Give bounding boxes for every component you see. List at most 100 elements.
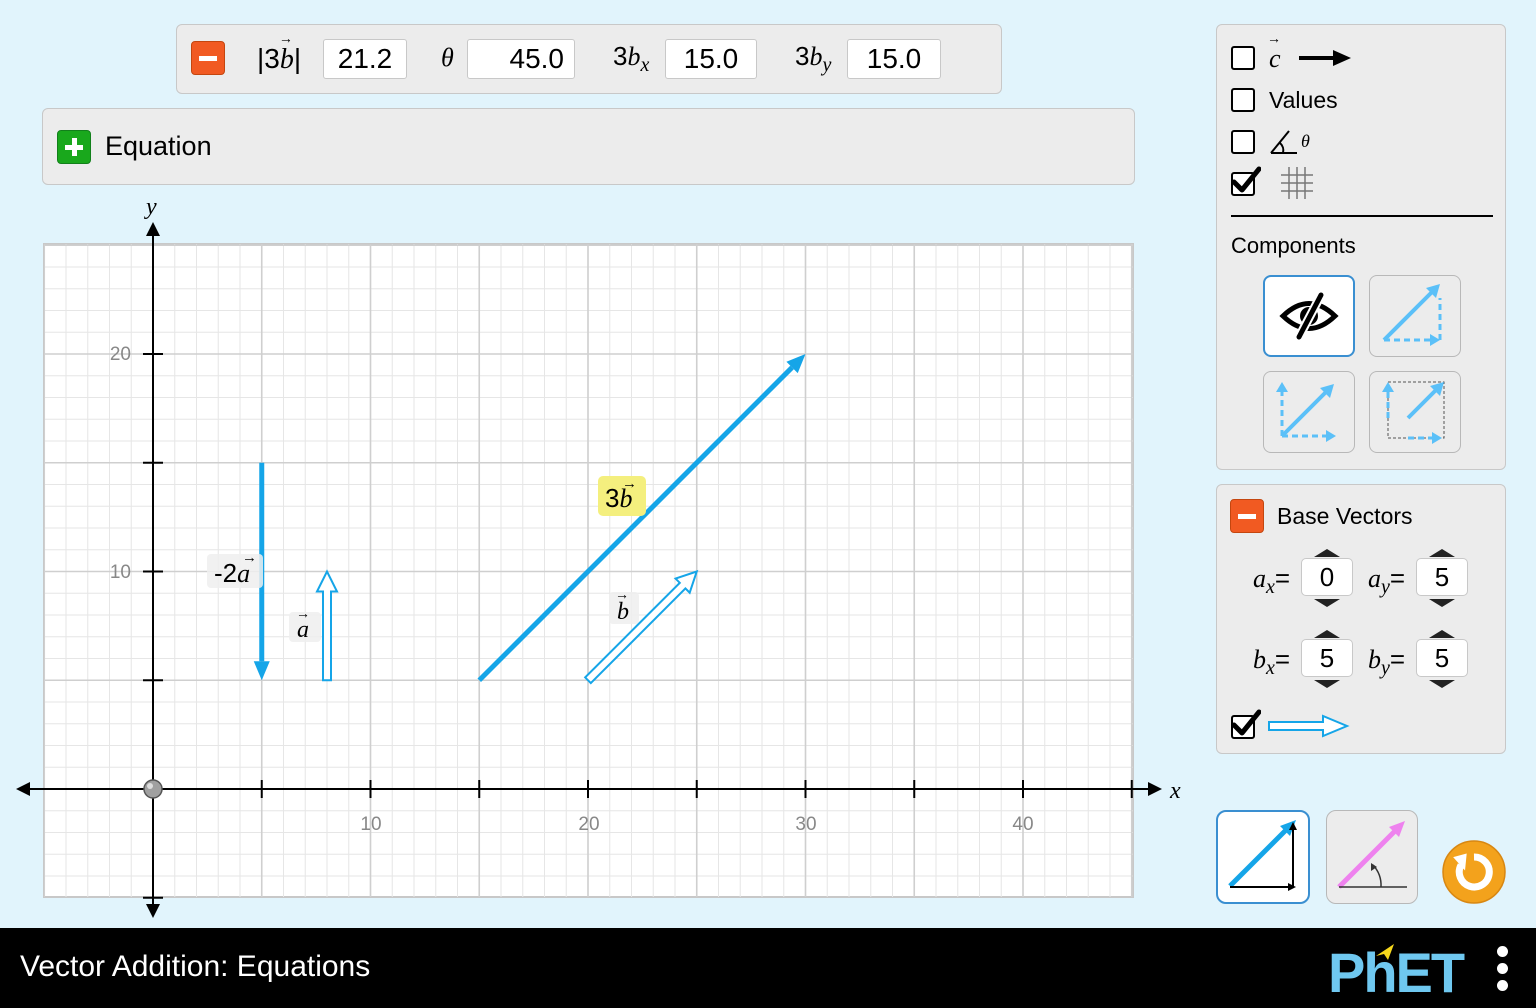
cartesian-mode-button[interactable] <box>1216 810 1310 904</box>
x-component-prefix: 3 <box>613 41 628 71</box>
x-component-value: 15.0 <box>665 39 757 79</box>
by-equals: = <box>1389 644 1406 674</box>
magnitude-label-symbol: b <box>279 44 294 75</box>
ax-increment-button[interactable] <box>1314 549 1340 557</box>
phet-logo-text: PhET <box>1328 941 1465 1004</box>
ay-sub: y <box>1381 576 1390 599</box>
label-neg-2a-prefix: -2 <box>214 558 237 588</box>
base-vectors-visible-checkbox[interactable] <box>1231 709 1261 739</box>
sum-vector-arrow-icon <box>1299 50 1351 66</box>
y-component-value: 15.0 <box>847 39 941 79</box>
base-vectors-panel: Base Vectors ax= 0 ay= 5 bx= 5 by= 5 <box>1216 484 1506 754</box>
reset-icon-arrowhead <box>1453 853 1467 871</box>
reset-button-circle <box>1442 840 1506 904</box>
by-decrement-button[interactable] <box>1429 680 1455 688</box>
x-component-label: 3bx <box>613 41 649 77</box>
components-projection-button[interactable] <box>1369 371 1461 453</box>
sum-vector-symbol: → c <box>1267 32 1281 73</box>
options-divider <box>1231 215 1493 217</box>
grid-checkmark-icon <box>1231 166 1261 193</box>
label-a: a <box>297 617 309 643</box>
ax-value[interactable]: 0 <box>1301 558 1353 596</box>
label-neg-2a-arrow: → <box>242 549 257 566</box>
base-vectors-title: Base Vectors <box>1277 503 1413 529</box>
components-parallelogram-button[interactable] <box>1263 371 1355 453</box>
x-axis-label: x <box>1169 778 1181 804</box>
vector-b[interactable] <box>583 569 699 685</box>
collapse-toolbar-button[interactable] <box>191 41 225 75</box>
vector-3b[interactable] <box>477 354 806 683</box>
vector-b-outline <box>583 569 699 685</box>
bx-value[interactable]: 5 <box>1301 639 1353 677</box>
label-a-arrow: → <box>296 605 310 621</box>
polar-vector-icon <box>1337 821 1407 889</box>
ay-label: ay= <box>1368 563 1405 599</box>
label-3b-bg <box>598 476 646 516</box>
x-tick-label-40: 40 <box>1012 814 1033 835</box>
components-triangle-icon <box>1382 284 1442 346</box>
by-increment-button[interactable] <box>1429 630 1455 638</box>
label-neg-2a-bg <box>207 554 263 588</box>
grid-checkbox[interactable] <box>1231 166 1261 196</box>
eye-slash-icon <box>1279 292 1339 340</box>
components-axis-icon <box>1276 382 1336 442</box>
ax-sub: x <box>1266 576 1275 599</box>
by-value[interactable]: 5 <box>1416 639 1468 677</box>
label-b-bg <box>609 592 639 624</box>
sim-title: Vector Addition: Equations <box>20 950 371 983</box>
ax-decrement-button[interactable] <box>1314 599 1340 607</box>
sum-vector-label: → c <box>1267 32 1281 74</box>
label-b-arrow: → <box>615 586 629 602</box>
phet-menu-button[interactable] <box>1496 944 1510 994</box>
components-invisible-button[interactable] <box>1263 275 1355 357</box>
y-axis-bottom-arrow <box>146 904 160 918</box>
y-tick-label-10: 10 <box>110 562 131 583</box>
label-neg-2a: -2a <box>214 558 250 588</box>
values-label: Values <box>1269 87 1338 113</box>
ax-equals: = <box>1274 563 1291 593</box>
label-3b-prefix: 3 <box>605 483 619 513</box>
graph-area[interactable]: x y 10 20 30 40 10 20 -2a → a → 3b → b → <box>0 190 1200 928</box>
bx-decrement-button[interactable] <box>1314 680 1340 688</box>
angle-icon <box>1270 130 1297 154</box>
vector-3b-head <box>786 354 806 374</box>
magnitude-label-text: |3 <box>257 43 280 74</box>
sum-vector-letter: c <box>1269 44 1281 73</box>
angle-label: θ <box>441 43 454 72</box>
vector-a[interactable] <box>315 569 339 682</box>
values-checkbox[interactable] <box>1231 88 1255 112</box>
equation-accordion[interactable]: Equation <box>42 108 1135 185</box>
axis-ticks <box>143 353 1133 899</box>
collapse-base-vectors-button[interactable] <box>1230 499 1264 533</box>
ay-equals: = <box>1389 563 1406 593</box>
ay-decrement-button[interactable] <box>1429 599 1455 607</box>
grid-icon <box>1281 167 1313 199</box>
expand-equation-button[interactable] <box>57 130 91 164</box>
sum-vector-checkbox[interactable] <box>1231 46 1255 70</box>
label-neg-2a-symbol: a <box>237 559 250 588</box>
angle-theta-label: θ <box>1301 131 1310 151</box>
angle-checkbox[interactable] <box>1231 130 1255 154</box>
bx-label: bx= <box>1253 644 1290 680</box>
phet-logo-star-icon <box>1376 944 1394 960</box>
active-vector-toolbar: |3 → b| 21.2 θ 45.0 3bx 15.0 3by 15.0 <box>176 24 1002 94</box>
label-a-bg <box>289 612 321 642</box>
ay-increment-button[interactable] <box>1429 549 1455 557</box>
y-axis-top-arrow <box>146 222 160 236</box>
origin-handle[interactable] <box>143 779 163 799</box>
label-3b-arrow: → <box>622 475 637 492</box>
ax-letter: a <box>1253 564 1266 593</box>
ay-value[interactable]: 5 <box>1416 558 1468 596</box>
vector-neg-2a-head <box>253 661 270 681</box>
magnitude-label-vector: → b <box>278 32 294 75</box>
angle-value: 45.0 <box>467 39 575 79</box>
bx-increment-button[interactable] <box>1314 630 1340 638</box>
ax-label: ax= <box>1253 563 1290 599</box>
components-projection-icon <box>1382 381 1445 444</box>
reset-all-button[interactable] <box>1441 839 1507 905</box>
phet-logo[interactable]: PhET <box>1328 940 1465 1005</box>
label-b: b <box>617 599 629 625</box>
components-triangle-button[interactable] <box>1369 275 1461 357</box>
y-component-symbol: b <box>809 42 823 71</box>
polar-mode-button[interactable] <box>1326 810 1418 904</box>
